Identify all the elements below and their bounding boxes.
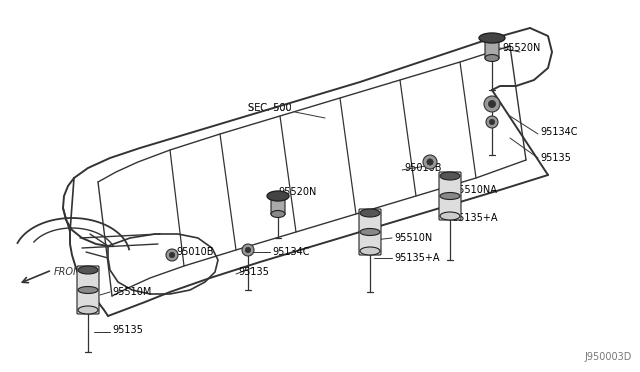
Text: FRONT: FRONT xyxy=(54,267,87,277)
FancyBboxPatch shape xyxy=(271,195,285,215)
Circle shape xyxy=(427,159,433,165)
Text: 95510N: 95510N xyxy=(394,233,432,243)
FancyBboxPatch shape xyxy=(77,266,99,314)
FancyBboxPatch shape xyxy=(439,172,461,220)
Ellipse shape xyxy=(360,209,380,217)
Text: 95510M: 95510M xyxy=(112,287,152,297)
Ellipse shape xyxy=(271,211,285,218)
Text: 95010B: 95010B xyxy=(176,247,214,257)
Text: 95510NA: 95510NA xyxy=(452,185,497,195)
Ellipse shape xyxy=(440,212,460,220)
Circle shape xyxy=(242,244,254,256)
Circle shape xyxy=(170,252,175,258)
Text: SEC. 500: SEC. 500 xyxy=(248,103,292,113)
Text: 95135: 95135 xyxy=(540,153,571,163)
Circle shape xyxy=(423,155,437,169)
Circle shape xyxy=(490,119,495,125)
Ellipse shape xyxy=(78,306,98,314)
Circle shape xyxy=(166,249,178,261)
Circle shape xyxy=(245,247,251,253)
Ellipse shape xyxy=(267,191,289,201)
Text: J950003D: J950003D xyxy=(584,352,632,362)
Ellipse shape xyxy=(78,266,98,274)
Text: 95520N: 95520N xyxy=(278,187,316,197)
Text: 95135+A: 95135+A xyxy=(452,213,497,223)
Ellipse shape xyxy=(360,228,380,235)
Circle shape xyxy=(488,100,495,108)
Ellipse shape xyxy=(440,192,460,199)
Text: 95135: 95135 xyxy=(238,267,269,277)
Ellipse shape xyxy=(360,247,380,255)
Ellipse shape xyxy=(485,55,499,61)
Text: 95135: 95135 xyxy=(112,325,143,335)
Text: 95520N: 95520N xyxy=(502,43,540,53)
Ellipse shape xyxy=(78,286,98,294)
Text: 95010B: 95010B xyxy=(404,163,442,173)
Text: SEC. 500: SEC. 500 xyxy=(248,103,292,113)
Ellipse shape xyxy=(440,172,460,180)
FancyBboxPatch shape xyxy=(485,37,499,59)
Ellipse shape xyxy=(479,33,505,43)
Text: 95135+A: 95135+A xyxy=(394,253,440,263)
Circle shape xyxy=(486,116,498,128)
Text: 95134C: 95134C xyxy=(540,127,577,137)
Circle shape xyxy=(484,96,500,112)
Text: 95134C: 95134C xyxy=(272,247,310,257)
FancyBboxPatch shape xyxy=(359,209,381,255)
